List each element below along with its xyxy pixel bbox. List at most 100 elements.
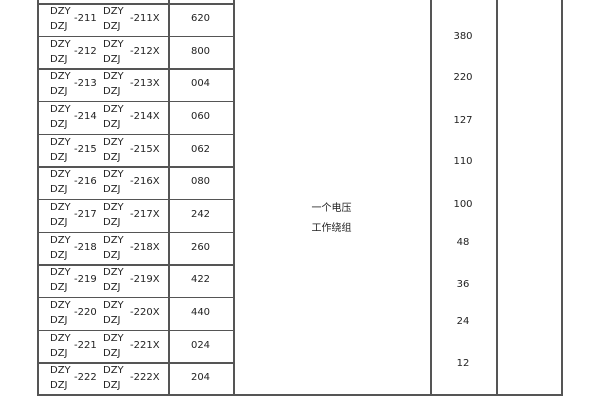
row-divider <box>37 133 233 136</box>
model-prefix-j: DZJ <box>50 53 68 65</box>
column-divider <box>430 0 432 395</box>
code-cell: 440 <box>190 306 211 318</box>
model-prefix-y: DZY <box>103 267 124 279</box>
table-row: DZY DZJ -213 DZY DZJ -213X 004 <box>37 68 233 101</box>
column-divider <box>233 0 235 395</box>
model-prefix-y: DZY <box>50 136 71 148</box>
code-cell: 004 <box>190 78 211 90</box>
code-cell: 204 <box>190 372 211 384</box>
column-divider <box>496 0 498 395</box>
model-prefix-j: DZJ <box>103 53 121 65</box>
model-prefix-j: DZJ <box>50 249 68 261</box>
voltage-value: 220 <box>453 72 473 83</box>
model-prefix-j: DZJ <box>50 347 68 359</box>
code-cell: 242 <box>190 208 211 220</box>
model-number-x: -218X <box>130 241 160 253</box>
row-divider <box>37 231 233 234</box>
winding-label-line2: 工作绕组 <box>311 223 352 234</box>
model-prefix-y: DZY <box>103 201 124 213</box>
model-prefix-y: DZY <box>50 332 71 344</box>
model-prefix-j: DZJ <box>103 86 121 98</box>
model-number: -218 <box>74 241 97 253</box>
model-number-x: -221X <box>130 339 160 351</box>
model-prefix-y: DZY <box>50 299 71 311</box>
model-prefix-j: DZJ <box>50 380 68 392</box>
code-cell: 080 <box>190 176 211 188</box>
model-prefix-j: DZJ <box>103 282 121 294</box>
model-prefix-j: DZJ <box>103 216 121 228</box>
table-border-bottom <box>37 394 563 396</box>
model-prefix-j: DZJ <box>103 249 121 261</box>
model-number-x: -211X <box>130 13 160 24</box>
model-number: -220 <box>74 306 97 318</box>
model-number: -221 <box>74 339 97 351</box>
model-prefix-y: DZY <box>103 38 124 50</box>
code-cell: 422 <box>190 274 211 286</box>
model-prefix-j: DZJ <box>50 118 68 130</box>
model-number-x: -217X <box>130 208 160 220</box>
model-prefix-j: DZJ <box>50 216 68 228</box>
model-prefix-y: DZY <box>103 169 124 181</box>
model-number: -216 <box>74 176 97 188</box>
model-prefix-j: DZJ <box>50 314 68 326</box>
model-prefix-y: DZY <box>103 6 124 17</box>
model-prefix-y: DZY <box>50 169 71 181</box>
model-prefix-y: DZY <box>50 365 71 377</box>
model-number-x: -214X <box>130 110 160 122</box>
model-number: -222 <box>74 372 97 384</box>
voltage-value: 48 <box>456 237 470 248</box>
model-prefix-j: DZJ <box>50 184 68 196</box>
model-number: -213 <box>74 78 97 90</box>
model-number: -211 <box>74 13 97 24</box>
model-number-x: -222X <box>130 372 160 384</box>
code-cell: 062 <box>190 143 211 155</box>
table-row: DZY DZJ -215 DZY DZJ -215X 062 <box>37 134 233 167</box>
table-row: DZY DZJ -212 DZY DZJ -212X 800 <box>37 36 233 69</box>
table-border-left <box>37 0 39 395</box>
model-number-x: -213X <box>130 78 160 90</box>
table-row: DZY DZJ -217 DZY DZJ -217X 242 <box>37 199 233 232</box>
model-prefix-y: DZY <box>50 267 71 279</box>
row-divider <box>37 198 233 201</box>
model-prefix-j: DZJ <box>103 314 121 326</box>
row-divider <box>37 166 233 168</box>
model-prefix-y: DZY <box>103 234 124 246</box>
table-row: DZY DZJ -216 DZY DZJ -216X 080 <box>37 166 233 199</box>
model-prefix-y: DZY <box>103 136 124 148</box>
model-prefix-y: DZY <box>50 71 71 83</box>
code-cell: 800 <box>190 45 211 57</box>
table-row: DZY DZJ -219 DZY DZJ -219X 422 <box>37 264 233 297</box>
table-border-right <box>561 0 563 395</box>
model-prefix-y: DZY <box>103 332 124 344</box>
voltage-value: 24 <box>456 316 470 327</box>
voltage-value: 36 <box>456 279 470 290</box>
model-number: -217 <box>74 208 97 220</box>
model-number-x: -219X <box>130 274 160 286</box>
model-prefix-j: DZJ <box>103 151 121 163</box>
table-row: DZY DZJ -220 DZY DZJ -220X 440 <box>37 297 233 330</box>
row-divider <box>37 362 233 364</box>
model-number: -215 <box>74 143 97 155</box>
model-prefix-j: DZJ <box>50 151 68 163</box>
model-prefix-y: DZY <box>50 103 71 115</box>
model-prefix-j: DZJ <box>103 118 121 130</box>
model-number: -219 <box>74 274 97 286</box>
model-prefix-y: DZY <box>103 71 124 83</box>
model-prefix-y: DZY <box>103 299 124 311</box>
row-divider <box>37 329 233 331</box>
winding-label-line1: 一个电压 <box>311 203 352 214</box>
code-cell: 060 <box>190 110 211 122</box>
model-prefix-y: DZY <box>103 103 124 115</box>
model-prefix-j: DZJ <box>50 86 68 98</box>
row-divider <box>37 68 233 70</box>
model-prefix-y: DZY <box>50 38 71 50</box>
model-prefix-j: DZJ <box>103 380 121 392</box>
row-divider <box>37 35 233 38</box>
model-number: -212 <box>74 45 97 57</box>
voltage-value: 110 <box>453 156 473 167</box>
model-number-x: -216X <box>130 176 160 188</box>
table-row: DZY DZJ -218 DZY DZJ -218X 260 <box>37 232 233 265</box>
model-prefix-j: DZJ <box>103 347 121 359</box>
row-divider <box>37 296 233 299</box>
table-row: DZY DZJ -221 DZY DZJ -221X 024 <box>37 330 233 363</box>
